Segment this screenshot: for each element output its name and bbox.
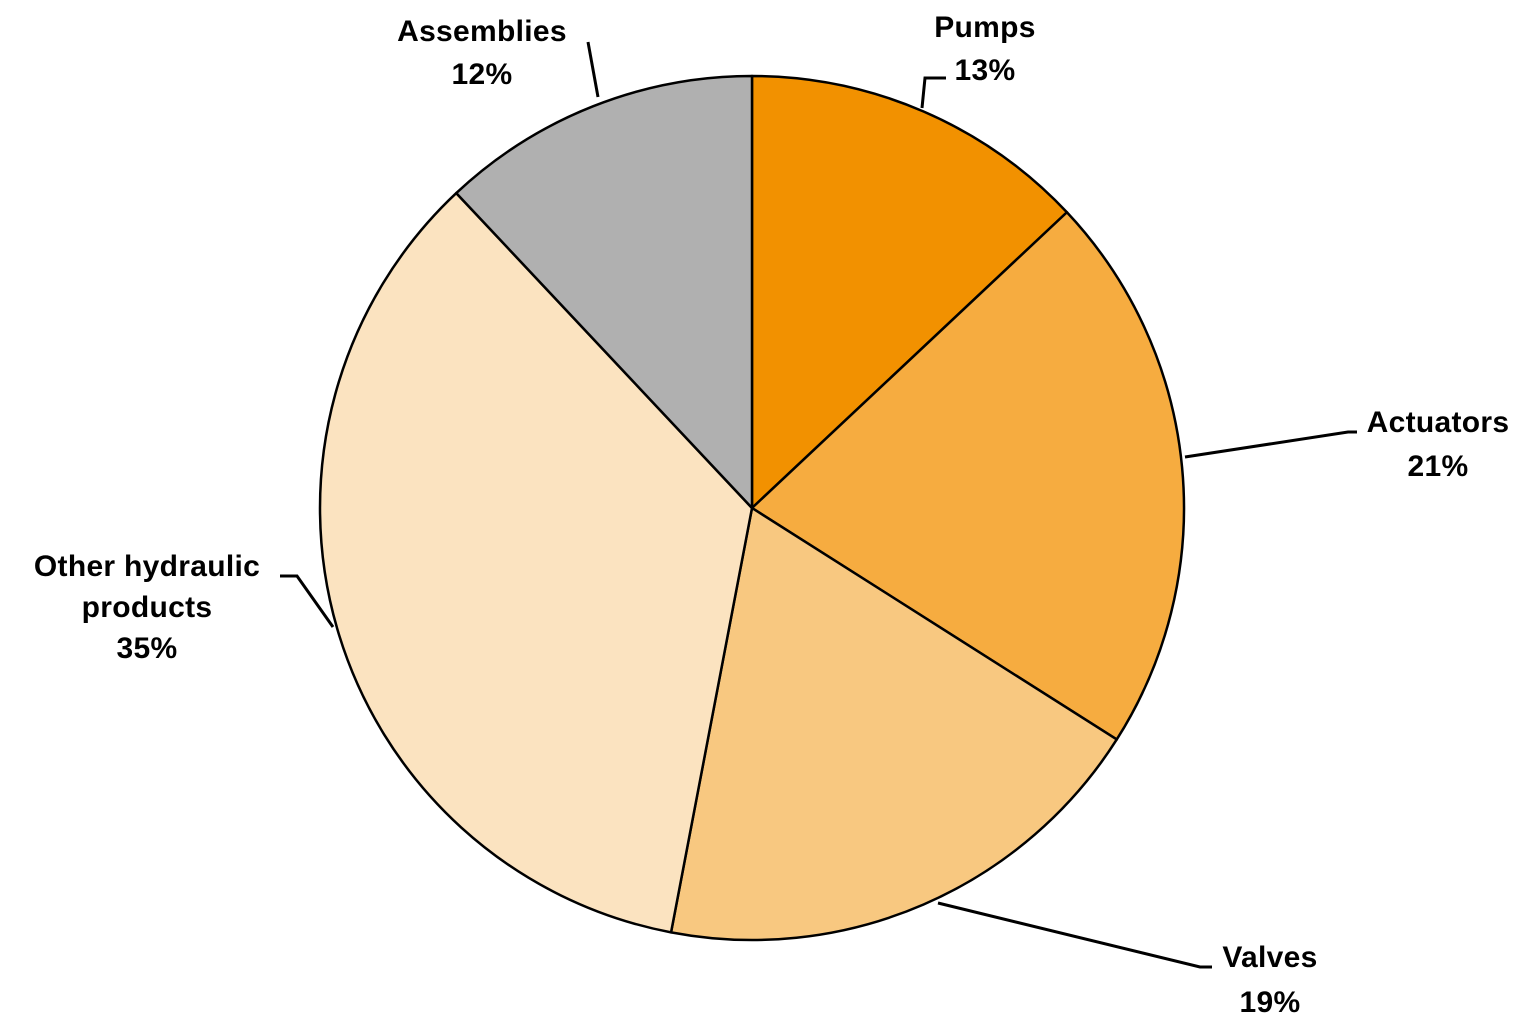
leader-line-pumps xyxy=(920,76,946,109)
pie-slice-pumps xyxy=(750,74,1069,510)
slice-label-actuators: Actuators 21% xyxy=(1367,406,1510,483)
pie-slice-valves xyxy=(669,506,1118,942)
slice-percent-label-other-hydraulic-products: 35% xyxy=(117,632,178,665)
slice-category-label-other-hydraulic-products: products xyxy=(82,591,213,624)
leader-line-actuators xyxy=(1184,430,1357,459)
slice-category-label-assemblies: Assemblies xyxy=(397,15,567,48)
slice-percent-label-pumps: 13% xyxy=(955,54,1016,87)
pie-slice-other-hydraulic-products xyxy=(318,191,754,934)
leader-line-other-hydraulic-products xyxy=(280,574,335,628)
pie-slice-assemblies xyxy=(455,74,754,510)
slice-label-valves: Valves 19% xyxy=(1222,941,1317,1013)
slice-category-label-actuators: Actuators xyxy=(1367,406,1510,439)
slice-label-assemblies: Assemblies 12% xyxy=(397,15,567,91)
slice-percent-label-assemblies: 12% xyxy=(452,58,513,91)
leader-line-valves xyxy=(937,901,1212,969)
leader-line-assemblies xyxy=(586,41,600,98)
slice-percent-label-valves: 19% xyxy=(1240,986,1301,1013)
slice-category-label-pumps: Pumps xyxy=(934,11,1036,44)
slice-percent-label-actuators: 21% xyxy=(1408,450,1469,483)
slice-category-label-other-hydraulic-products: Other hydraulic xyxy=(34,550,260,583)
slice-label-other-hydraulic-products: Other hydraulic products 35% xyxy=(34,550,260,665)
slice-label-pumps: Pumps 13% xyxy=(934,11,1036,87)
pie-slice-actuators xyxy=(750,211,1186,741)
slice-category-label-valves: Valves xyxy=(1222,941,1317,974)
